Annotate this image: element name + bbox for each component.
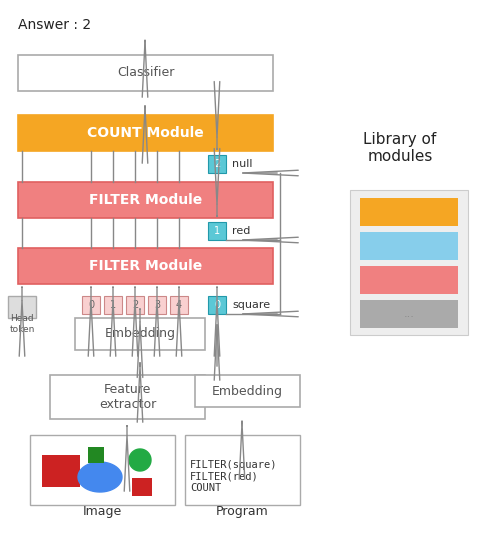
Bar [75, 318, 205, 350]
Bar [18, 182, 273, 218]
Text: Feature
extractor: Feature extractor [99, 383, 156, 411]
Text: 2: 2 [214, 159, 220, 169]
Bar [350, 190, 468, 335]
Text: Image: Image [82, 506, 121, 519]
Bar [8, 296, 36, 318]
Text: 1: 1 [214, 226, 220, 236]
Text: 1: 1 [110, 300, 116, 310]
Bar [360, 300, 458, 328]
Text: 4: 4 [176, 300, 182, 310]
Bar [360, 232, 458, 260]
Bar [170, 296, 188, 314]
Bar [208, 222, 226, 240]
Text: ...: ... [404, 309, 414, 319]
Text: Answer : 2: Answer : 2 [18, 18, 91, 32]
Text: Program: Program [216, 506, 268, 519]
Polygon shape [78, 462, 122, 492]
Bar [18, 115, 273, 151]
Bar [104, 296, 122, 314]
Text: Classifier: Classifier [117, 67, 174, 80]
Text: Library of
modules: Library of modules [363, 132, 437, 164]
Bar [208, 155, 226, 173]
Bar [360, 198, 458, 226]
Polygon shape [129, 449, 151, 471]
Text: null: null [232, 159, 253, 169]
Bar [148, 296, 166, 314]
Bar [88, 447, 104, 463]
Bar [18, 55, 273, 91]
Text: Embedding: Embedding [212, 385, 283, 398]
Bar [126, 296, 144, 314]
Bar [132, 478, 152, 496]
Bar [30, 435, 175, 505]
Text: 0: 0 [214, 300, 220, 310]
Bar [195, 375, 300, 407]
Bar [185, 435, 300, 505]
Bar [50, 375, 205, 419]
Text: 3: 3 [154, 300, 160, 310]
Text: square: square [232, 300, 270, 310]
Text: 2: 2 [132, 300, 138, 310]
Text: FILTER Module: FILTER Module [89, 193, 202, 207]
Bar [42, 455, 80, 487]
Text: Head
token: Head token [9, 314, 35, 334]
Text: red: red [232, 226, 250, 236]
Bar [18, 248, 273, 284]
Bar [82, 296, 100, 314]
Bar [360, 266, 458, 294]
Text: FILTER Module: FILTER Module [89, 259, 202, 273]
Text: 0: 0 [88, 300, 94, 310]
Text: COUNT Module: COUNT Module [87, 126, 204, 140]
Text: FILTER(square)
FILTER(red)
COUNT: FILTER(square) FILTER(red) COUNT [190, 460, 277, 493]
Text: Embedding: Embedding [105, 328, 176, 341]
Bar [208, 296, 226, 314]
